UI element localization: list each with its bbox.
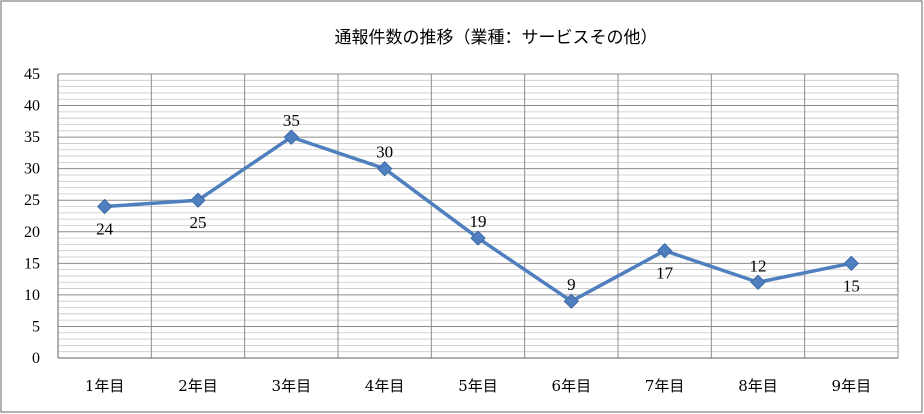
data-point-marker — [563, 293, 580, 309]
x-tick-label: 2年目 — [178, 377, 218, 395]
plot-background — [58, 74, 898, 358]
y-tick-label: 25 — [24, 192, 40, 209]
chart-title: 通報件数の推移（業種：サービスその他） — [335, 28, 658, 48]
y-tick-label: 15 — [24, 255, 40, 272]
data-label: 19 — [470, 212, 487, 231]
x-tick-label: 5年目 — [458, 377, 498, 395]
data-point-marker — [656, 243, 673, 259]
data-label: 12 — [750, 256, 767, 275]
data-label: 35 — [283, 111, 300, 130]
y-tick-label: 45 — [24, 66, 40, 83]
data-point-marker — [843, 255, 860, 272]
y-tick-label: 10 — [24, 287, 40, 304]
x-tick-label: 4年目 — [365, 377, 405, 395]
y-tick-label: 40 — [24, 98, 40, 115]
y-tick-label: 0 — [32, 350, 40, 367]
data-point-marker — [190, 192, 206, 208]
data-point-marker — [96, 198, 113, 215]
data-label: 15 — [843, 276, 860, 295]
y-tick-label: 30 — [24, 161, 40, 178]
x-tick-label: 8年目 — [738, 377, 778, 395]
data-label: 30 — [376, 143, 393, 162]
data-point-marker — [470, 230, 486, 246]
y-tick-label: 5 — [32, 318, 40, 335]
data-label: 25 — [190, 213, 207, 232]
data-label: 24 — [96, 220, 114, 239]
data-label: 17 — [656, 264, 674, 283]
x-tick-label: 9年目 — [832, 377, 872, 395]
y-tick-label: 35 — [24, 129, 40, 146]
data-point-marker — [750, 274, 766, 290]
x-tick-label: 7年目 — [645, 377, 685, 395]
x-tick-label: 1年目 — [85, 377, 125, 395]
data-point-marker — [283, 129, 300, 145]
x-tick-label: 3年目 — [272, 377, 312, 395]
y-tick-label: 20 — [24, 224, 40, 241]
x-tick-label: 6年目 — [552, 377, 592, 395]
plot-area: 0 5 10 15 20 25 30 35 40 45 1年目 2年目 3年目 4年目 5年目 6年目 7年目 8… — [24, 66, 899, 395]
data-label: 9 — [567, 275, 576, 294]
data-point-marker — [376, 160, 393, 177]
